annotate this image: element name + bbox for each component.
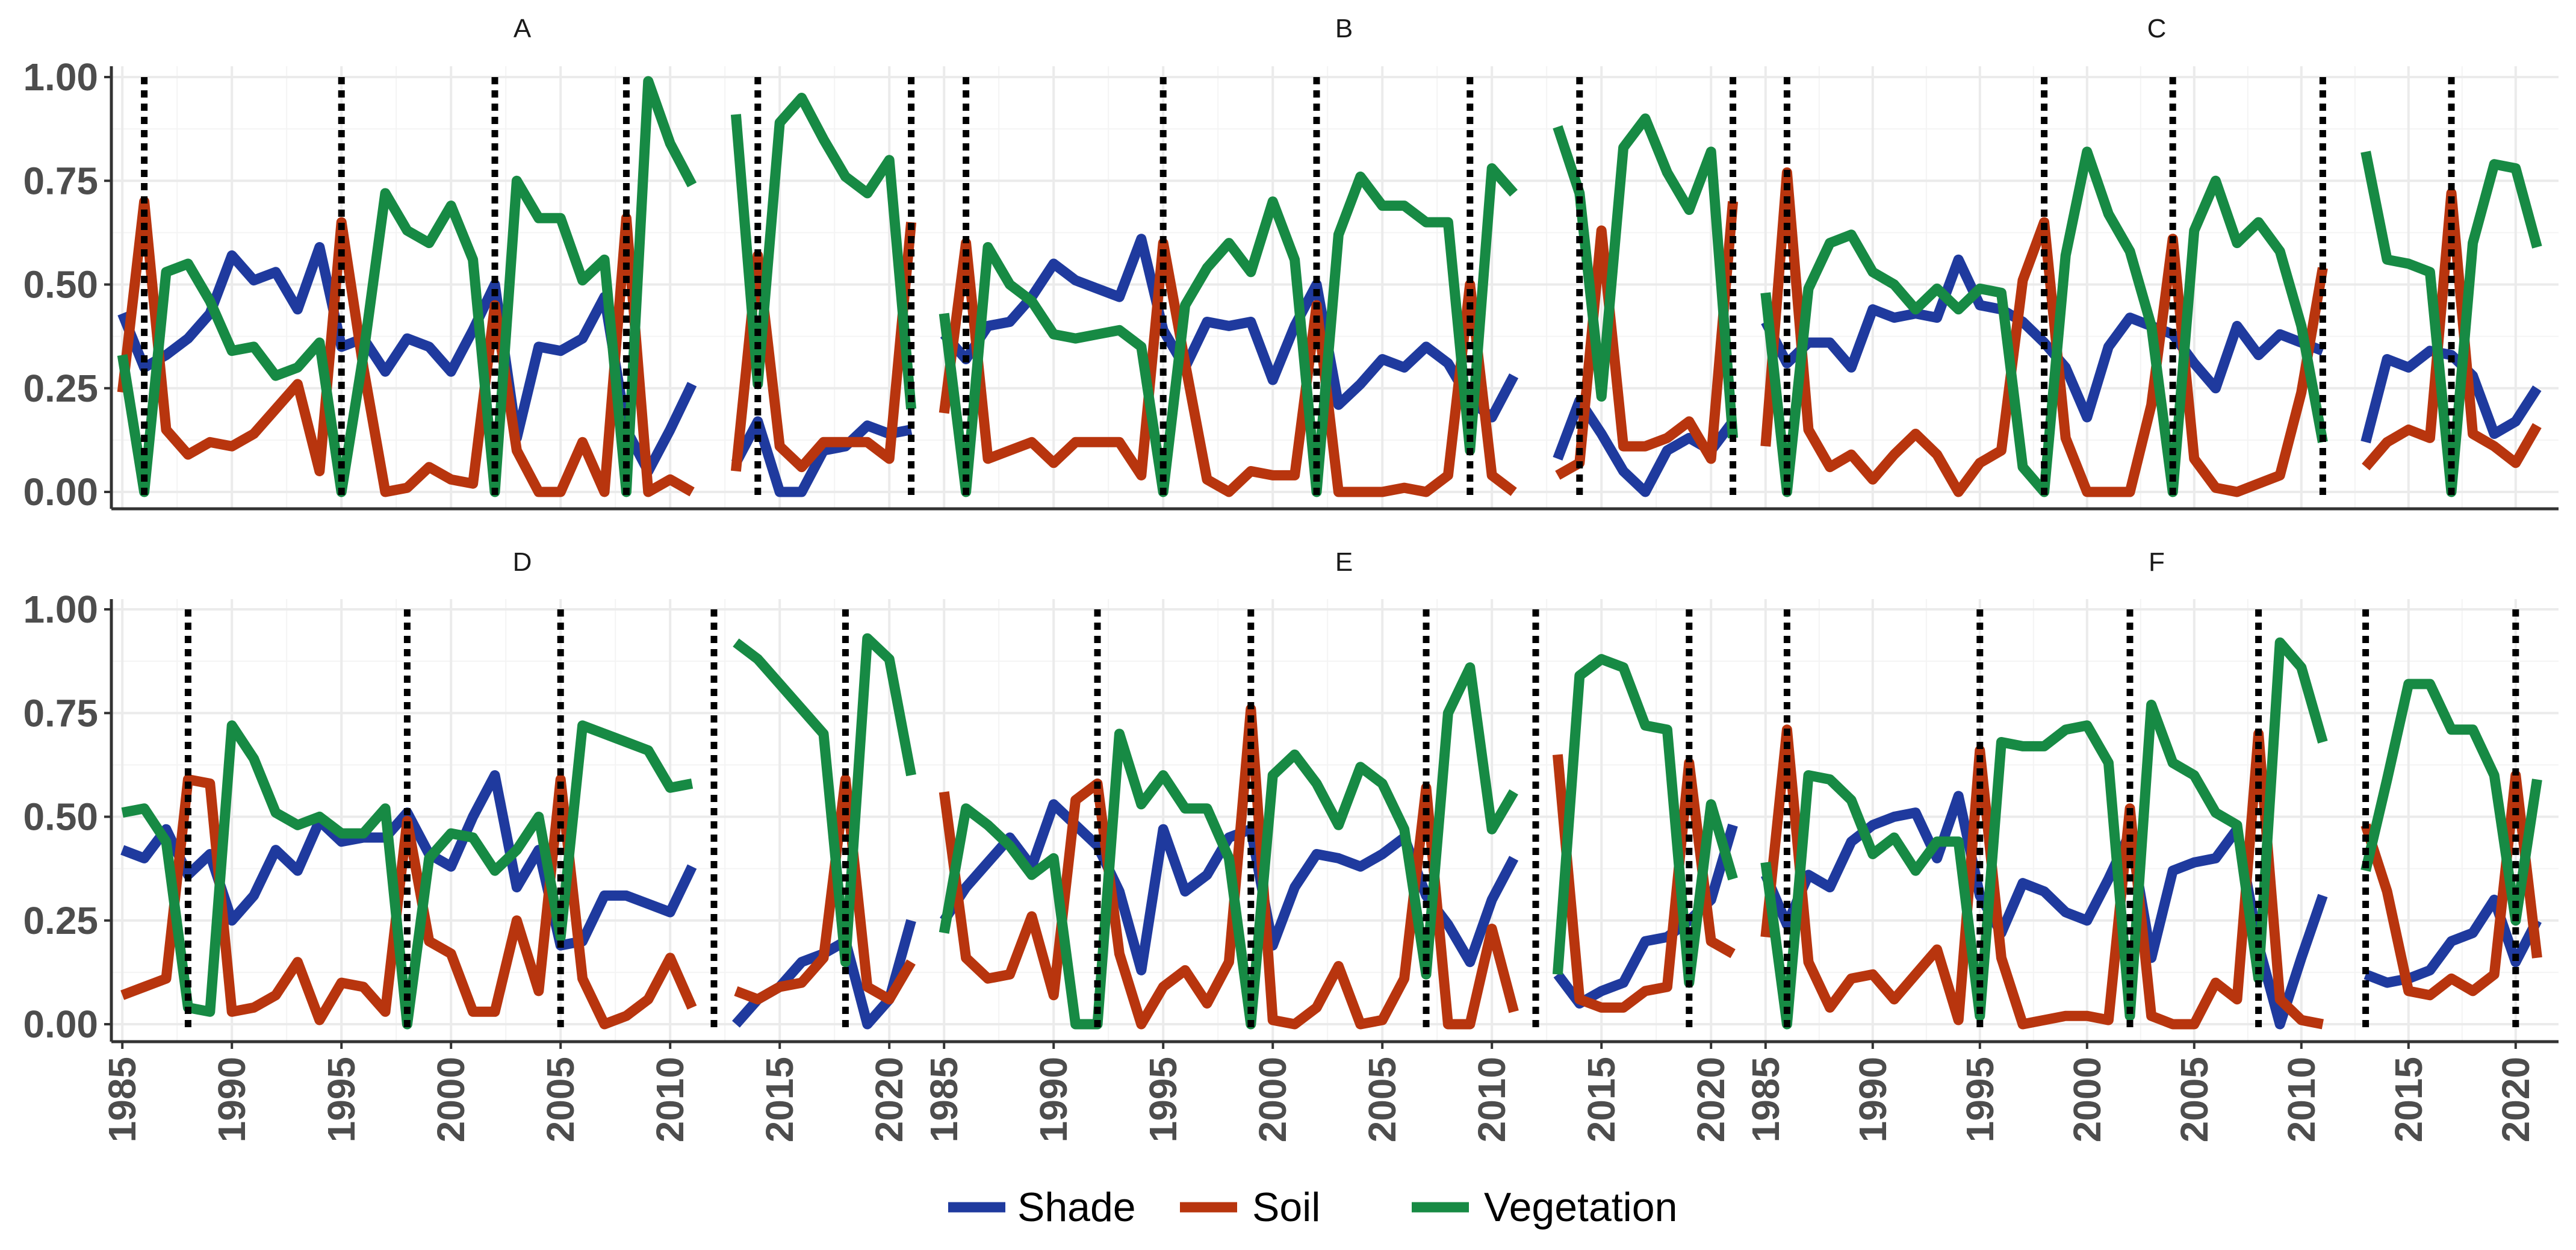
- y-tick-label: 0.75: [23, 691, 98, 735]
- x-tick-label: 2015: [1580, 1057, 1623, 1142]
- series-line-vegetation: [1552, 654, 1738, 988]
- y-tick-label: 0.25: [23, 899, 98, 942]
- y-tick-label: 0.50: [23, 795, 98, 839]
- panel-f: 1985 1990 1995 2000 2005 2010 2015 2020 F: [1744, 547, 2559, 1142]
- panel-a-title: A: [514, 14, 532, 43]
- x-tick-label: 2005: [539, 1057, 582, 1142]
- x-tick-label: 1990: [1032, 1057, 1075, 1142]
- series-line-soil: [939, 703, 1519, 1030]
- x-tick-label: 2010: [2280, 1057, 2323, 1142]
- x-tick-label: 2000: [1251, 1057, 1294, 1142]
- x-tick-label: 2000: [2065, 1057, 2109, 1142]
- legend-label-soil: Soil: [1252, 1184, 1320, 1230]
- series-line-vegetation: [117, 76, 697, 497]
- y-tick-label: 0.50: [23, 263, 98, 306]
- y-tick-label: 1.00: [23, 55, 98, 99]
- panel-c-background: [1755, 66, 2559, 509]
- series-line-soil: [734, 774, 916, 1005]
- panel-b: B: [933, 14, 1755, 511]
- y-tick-label: 0.00: [23, 1003, 98, 1046]
- x-tick-label: 2015: [758, 1057, 801, 1142]
- panel-e-title: E: [1335, 547, 1353, 577]
- series-line-soil: [1760, 724, 2324, 1030]
- x-tick-label: 2020: [1689, 1057, 1733, 1142]
- x-tick-label: 2020: [867, 1057, 911, 1142]
- x-tick-label: 2000: [429, 1057, 473, 1142]
- x-tick-label: 1990: [1851, 1057, 1895, 1142]
- legend-label-shade: Shade: [1017, 1184, 1136, 1230]
- series-line-vegetation: [1553, 113, 1739, 439]
- x-tick-label: 2005: [2173, 1057, 2216, 1142]
- series-line-soil: [1760, 167, 2328, 497]
- y-tick-label: 0.75: [23, 159, 98, 202]
- series-line-soil: [2362, 188, 2542, 471]
- legend-label-vegetation: Vegetation: [1484, 1184, 1677, 1230]
- y-tick-label: 1.00: [23, 588, 98, 631]
- x-tick-label: 1995: [320, 1057, 363, 1142]
- panel-c: C: [1755, 14, 2559, 511]
- x-tick-label: 2010: [648, 1057, 692, 1142]
- series-line-vegetation: [730, 93, 917, 409]
- series-line-shade: [2360, 346, 2542, 444]
- series-line-vegetation: [733, 633, 916, 968]
- series-line-shade: [940, 234, 1519, 423]
- x-tick-label: 1985: [922, 1057, 966, 1142]
- x-tick-label: 1995: [1958, 1057, 2002, 1142]
- series-line-soil: [117, 196, 695, 497]
- series-line-soil: [939, 238, 1517, 497]
- panel-a: 0.00 0.25 0.50 0.75 1.00 A: [23, 14, 933, 514]
- x-tick-label: 1985: [101, 1057, 144, 1142]
- x-tick-label: 2010: [1470, 1057, 1513, 1142]
- series-line-shade: [117, 242, 697, 476]
- panel-b-title: B: [1335, 14, 1353, 43]
- x-tick-label: 2015: [2387, 1057, 2430, 1142]
- panel-d: 0.00 0.25 0.50 0.75 1.00 1985 1990 1995 2000 2005…: [23, 547, 933, 1142]
- x-tick-label: 2005: [1361, 1057, 1404, 1142]
- series-line-shade: [1760, 791, 2328, 1030]
- panel-f-title: F: [2149, 547, 2165, 577]
- series-line-soil: [1555, 201, 1739, 480]
- panel-e: 1985 1990 1995 2000 2005 2010 2015 2020 E: [922, 547, 1755, 1142]
- x-tick-label: 1995: [1141, 1057, 1185, 1142]
- panel-d-title: D: [513, 547, 532, 577]
- x-tick-label: 2020: [2494, 1057, 2537, 1142]
- series-line-vegetation: [939, 163, 1518, 497]
- panel-c-title: C: [2147, 14, 2167, 43]
- series-line-shade: [2363, 894, 2542, 988]
- series-line-vegetation: [2360, 679, 2542, 926]
- y-tick-label: 0.00: [23, 470, 98, 514]
- series-line-vegetation: [939, 662, 1518, 1030]
- legend: Shade Soil Vegetation: [948, 1184, 1677, 1230]
- y-tick-label: 0.25: [23, 367, 98, 410]
- x-tick-label: 1985: [1744, 1057, 1787, 1142]
- series-line-vegetation: [1760, 637, 2328, 1030]
- series-line-shade: [731, 416, 913, 497]
- x-tick-label: 1990: [210, 1057, 253, 1142]
